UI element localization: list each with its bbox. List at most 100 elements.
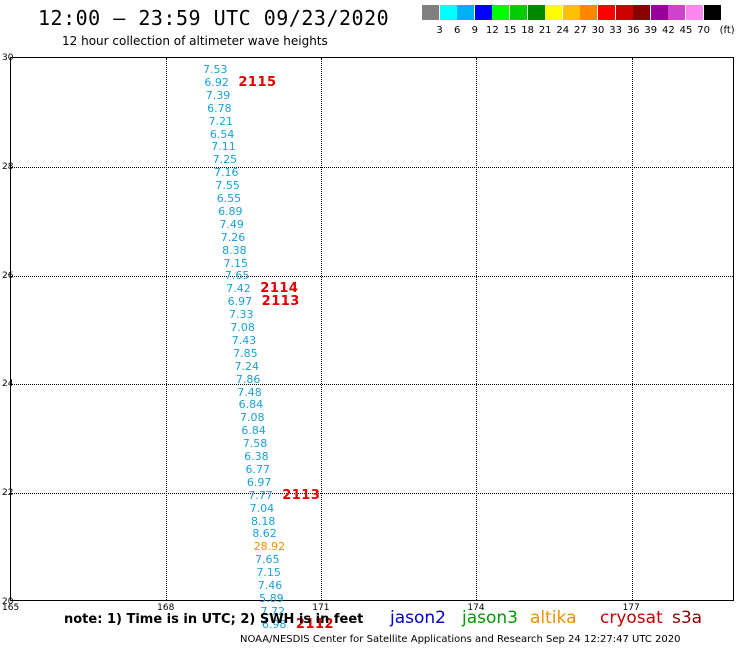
map-subtitle: 12 hour collection of altimeter wave hei… [62,34,328,48]
wave-height-label: 6.98 [261,617,287,631]
legend-unit: (ft) [719,25,735,36]
latitude-label: 30 [2,53,14,63]
wave-height-label: 8.38 [222,243,247,257]
wave-height-label: 7.86 [235,372,261,386]
latitude-gridline [11,166,733,168]
latitude-gridline [11,493,733,495]
latitude-gridline [11,275,733,277]
wave-height-label: 7.08 [230,321,255,334]
legend-label: 36 [626,25,640,36]
wave-height-label: 7.24 [234,359,260,373]
legend-swatch [668,5,686,20]
legend-label: 27 [574,25,587,36]
legend-label: 70 [697,25,710,36]
wave-height-label: 6.84 [241,424,266,438]
wave-height-label: 7.77 [248,488,273,502]
map-plot-area: 7.53 6.92 7.39 6.78 7.21 6.54 7.11 7.25 7.16 7.55… [10,57,734,632]
satellite-legend-item: jason3 [462,608,518,628]
satellite-legend-item: altika [530,608,577,628]
legend-swatch [545,5,563,20]
longitude-gridline [476,58,478,600]
footer-note: note: 1) Time is in UTC; 2) SWH is in fe… [64,612,364,627]
wave-height-label: 7.43 [231,333,257,347]
longitude-gridline [166,58,168,600]
latitude-gridline [11,384,733,386]
longitude-label: 171 [312,603,330,613]
map-title: 12:00 – 23:59 UTC 09/23/2020 [38,6,390,30]
latitude-label: 28 [2,161,14,172]
legend-label: 45 [679,25,693,36]
longitude-label: 177 [622,603,640,613]
legend-label: 21 [538,25,552,36]
wave-height-label: 8.62 [252,527,277,541]
wave-height-label: 7.26 [220,230,246,244]
wave-height-label: 7.58 [242,437,268,451]
legend-swatch [562,5,580,20]
legend-label: 12 [486,25,499,36]
legend-swatch [598,5,615,20]
legend-swatch [510,5,527,20]
legend-label: 30 [591,25,605,36]
wave-height-label: 7.04 [249,501,275,515]
wave-height-label: 7.46 [257,579,283,592]
wave-height-label: 6.92 [204,75,229,89]
legend-label: 9 [471,25,478,36]
wave-height-label: 6.84 [238,398,264,412]
satellite-legend-item: jason2 [390,608,446,628]
legend-swatch [474,5,492,20]
legend-label: 6 [454,25,461,36]
wave-height-label: 7.15 [223,256,249,270]
wave-height-label: 8.18 [250,514,276,528]
wave-height-label: 7.08 [239,411,265,425]
legend-label: 3 [436,25,443,36]
legend-swatch [615,5,633,20]
legend-label: 42 [662,25,675,36]
wave-height-label: 28.92 [253,540,286,554]
wave-height-label: 7.16 [213,166,239,180]
wave-height-label: 6.89 [218,204,243,218]
legend-label: 24 [556,25,570,36]
wave-height-label: 7.21 [208,114,233,128]
legend-label: 33 [609,25,622,36]
legend-swatch [439,5,457,20]
legend-label: 18 [521,25,534,36]
wave-height-label: 6.55 [216,192,242,205]
longitude-label: 174 [467,603,485,613]
latitude-label: 24 [2,379,14,390]
legend-swatch [686,5,703,20]
legend-swatch [457,5,475,20]
pass-time-label: 2113 [282,487,321,503]
longitude-label: 168 [157,603,175,613]
pass-time-label: 2112 [295,616,335,632]
wave-height-label: 7.39 [205,88,231,102]
wave-height-label: 6.78 [207,101,232,115]
legend-swatch [580,5,598,20]
wave-height-label: 7.15 [256,566,281,580]
credit-line: NOAA/NESDIS Center for Satellite Applica… [240,634,681,645]
pass-time-label: 2113 [261,294,300,310]
wave-height-label: 7.25 [212,153,238,167]
wave-height-label: 7.85 [233,346,258,360]
wave-height-label: 6.97 [227,295,253,309]
legend-label: 39 [644,25,658,36]
legend-swatch [527,5,545,20]
wave-height-label: 6.77 [245,462,270,476]
pass-time-label: 2115 [238,74,277,90]
wave-height-label: 6.38 [244,450,269,463]
pass-time-label: 2114 [260,281,299,297]
legend-label: 15 [503,25,517,36]
wave-height-label: 7.65 [224,269,250,283]
legend-swatch [633,5,651,20]
wave-height-label: 6.54 [209,127,235,141]
wave-height-label: 7.48 [237,385,262,399]
wave-height-label: 7.65 [255,553,280,567]
wave-height-label: 7.33 [229,308,254,322]
legend-swatch [650,5,668,20]
wave-height-label: 7.53 [203,63,228,76]
wave-height-label: 5.89 [259,591,284,605]
wave-height-label: 7.49 [219,217,244,231]
wave-height-label: 6.97 [246,475,272,489]
longitude-gridline [631,58,633,600]
latitude-label: 26 [2,270,14,281]
legend-swatch [492,5,510,20]
